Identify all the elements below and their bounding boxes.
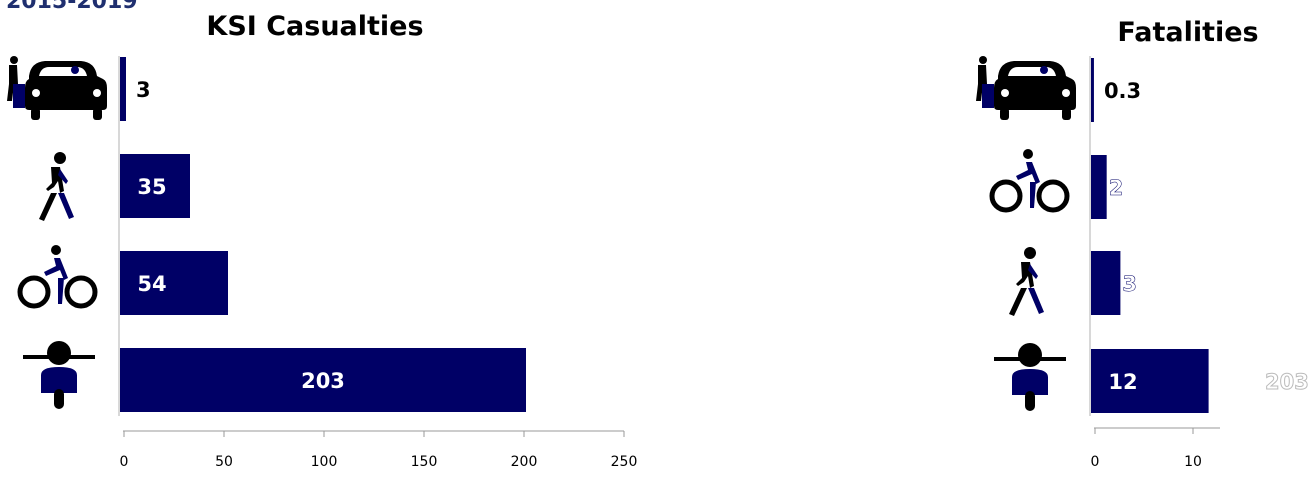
x-tick-label: 10 [1184,454,1202,470]
car-occupant-icon [976,56,1076,120]
bar-cyclist [1091,155,1107,219]
cyclist-icon [20,245,95,306]
bar-pedestrian [120,154,190,218]
motorcyclist-icon [23,341,95,409]
stray-value-label: 203 [1265,370,1309,394]
value-label-cyclist: 2 [1109,176,1124,200]
value-label-motorcyclist: 203 [301,369,345,393]
x-tick-label: 0 [1091,454,1100,470]
ksi-chart-title: KSI Casualties [206,11,423,42]
x-tick-label: 150 [411,454,438,470]
value-label-cyclist: 54 [137,272,166,296]
bar-pedestrian [1091,251,1121,315]
fatalities-chart: Fatalities 0.3 2 3 12 0 10 203 [976,17,1309,470]
value-label-pedestrian: 35 [137,175,166,199]
bar-car-occupant [120,57,126,121]
bar-motorcyclist [1091,349,1209,413]
value-label-pedestrian: 3 [1122,272,1137,296]
x-tick-label: 0 [120,454,129,470]
x-tick-label: 100 [311,454,338,470]
pedestrian-icon [1009,247,1044,316]
value-label-motorcyclist: 12 [1108,370,1137,394]
car-occupant-icon [7,56,107,120]
fatalities-chart-title: Fatalities [1117,17,1258,48]
value-label-car-occupant: 0.3 [1104,79,1141,103]
value-label-car-occupant: 3 [136,78,151,102]
bar-car-occupant [1091,58,1094,122]
cyclist-icon [992,149,1067,210]
x-tick-label: 250 [611,454,638,470]
motorcyclist-icon [994,343,1066,411]
bar-motorcyclist [120,348,526,412]
pedestrian-icon [39,152,74,221]
x-tick-label: 200 [511,454,538,470]
bar-cyclist [120,251,228,315]
ksi-chart: KSI Casualties 3 35 54 203 0 50 100 150 200 250 [7,11,637,470]
period-label: 2015-2019 [6,0,138,14]
x-tick-label: 50 [215,454,233,470]
